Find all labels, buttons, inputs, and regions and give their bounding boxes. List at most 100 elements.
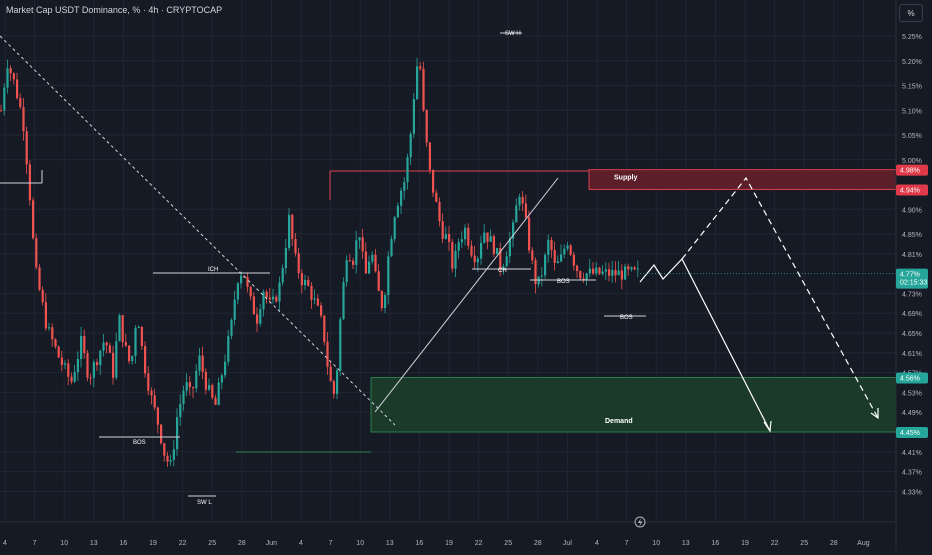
y-tick-label: 4.85%: [902, 232, 922, 239]
x-tick-label: 10: [60, 540, 68, 547]
projection-dashed-path: [681, 176, 879, 419]
candle-body: [387, 256, 390, 296]
candle-body: [499, 248, 502, 271]
candle-body: [147, 373, 150, 391]
candle-body: [371, 254, 374, 262]
supply-zone-label: Supply: [614, 175, 637, 182]
candle-body: [64, 363, 67, 365]
candle-body: [576, 265, 579, 272]
x-tick-label: 25: [208, 540, 216, 547]
candle-body: [252, 296, 255, 315]
candle-body: [150, 390, 153, 396]
candle-body: [598, 267, 601, 274]
candle-body: [265, 291, 268, 298]
candle-body: [115, 341, 118, 378]
y-tick-label: 4.81%: [902, 252, 922, 259]
ch-label: CH: [498, 268, 507, 274]
candle-body: [422, 68, 425, 111]
candle-body: [3, 87, 6, 111]
x-tick-label: 4: [299, 540, 303, 547]
ich-label: ICH: [208, 267, 218, 273]
candle-body: [476, 258, 479, 263]
candle-body: [627, 266, 630, 270]
candle-body: [332, 381, 335, 394]
x-tick-label: 22: [179, 540, 187, 547]
candle-body: [473, 255, 476, 263]
supply-top-tag-text: 4.98%: [900, 168, 920, 175]
candle-body: [515, 205, 518, 223]
candle-body: [361, 237, 364, 252]
y-tick-label: 4.41%: [902, 450, 922, 457]
candle-body: [352, 260, 355, 265]
candle-body: [195, 370, 198, 389]
y-tick-label: 4.73%: [902, 291, 922, 298]
candle-body: [438, 201, 441, 222]
candle-body: [492, 236, 495, 255]
x-tick-label: Jun: [266, 540, 277, 547]
candle-body: [211, 385, 214, 398]
candle-body: [400, 190, 403, 206]
candle-body: [550, 239, 553, 250]
x-tick-label: 4: [3, 540, 7, 547]
candle-body: [553, 249, 556, 263]
candle-body: [185, 382, 188, 391]
candle-body: [169, 459, 172, 462]
candle-body: [364, 251, 367, 274]
candle-body: [310, 285, 313, 300]
candle-body: [460, 239, 463, 243]
candle-body: [12, 73, 15, 80]
candle-body: [547, 239, 550, 255]
candle-body: [192, 387, 195, 389]
candle-body: [393, 217, 396, 240]
candle-body: [179, 403, 182, 418]
candle-body: [176, 417, 179, 450]
y-tick-label: 4.69%: [902, 311, 922, 318]
candle-body: [60, 357, 63, 365]
candle-body: [480, 242, 483, 259]
candle-body: [246, 277, 249, 287]
candle-body: [102, 342, 105, 351]
candle-body: [96, 362, 99, 366]
percent-scale-toggle[interactable]: %: [899, 4, 923, 22]
candle-body: [224, 361, 227, 376]
candle-body: [153, 395, 156, 408]
candle-body: [89, 377, 92, 379]
candle-body: [172, 449, 175, 460]
candle-body: [41, 289, 44, 303]
candle-body: [288, 214, 291, 248]
candle-body: [137, 326, 140, 329]
candle-body: [454, 250, 457, 269]
candle-body: [403, 182, 406, 191]
x-tick-label: 22: [771, 540, 779, 547]
candle-body: [608, 269, 611, 276]
candle-body: [48, 327, 51, 329]
x-tick-label: Aug: [857, 540, 870, 547]
candle-body: [160, 424, 163, 444]
candle-body: [486, 232, 489, 242]
y-tick-label: 4.61%: [902, 351, 922, 358]
symbol-header[interactable]: Market Cap USDT Dominance, % · 4h · CRYP…: [6, 5, 223, 15]
candle-body: [502, 266, 505, 271]
current-price-tag-bg: [896, 268, 928, 289]
candle-body: [512, 222, 515, 239]
candle-body: [83, 335, 86, 354]
candle-body: [297, 253, 300, 274]
candle-body: [630, 267, 633, 270]
candle-body: [35, 238, 38, 268]
candle-body: [563, 248, 566, 255]
ascending-trendline: [374, 177, 559, 413]
candle-body: [425, 110, 428, 143]
candle-body: [467, 227, 470, 246]
lightning-icon-glyph: [638, 518, 643, 527]
candle-body: [544, 254, 547, 276]
x-tick-label: 7: [625, 540, 629, 547]
candle-body: [390, 239, 393, 257]
candle-body: [304, 279, 307, 286]
y-tick-label: 4.33%: [902, 489, 922, 496]
candle-body: [76, 358, 79, 373]
y-tick-label: 4.90%: [902, 207, 922, 214]
candle-body: [585, 273, 588, 280]
candle-body: [595, 267, 598, 274]
x-tick-label: 25: [504, 540, 512, 547]
